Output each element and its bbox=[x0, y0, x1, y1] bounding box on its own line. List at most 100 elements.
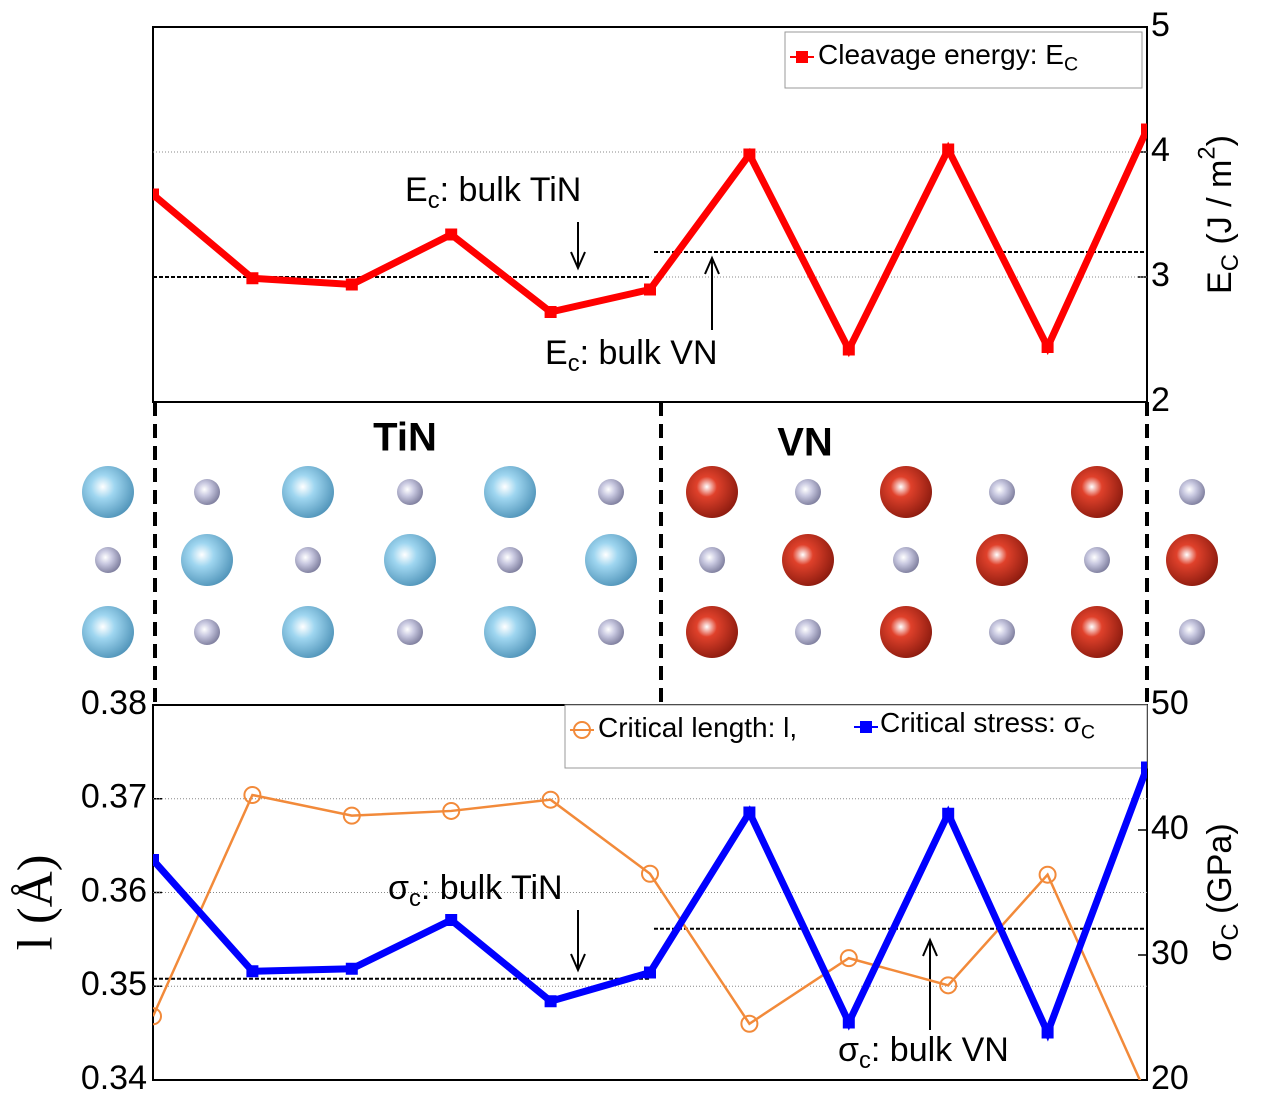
marker bbox=[1141, 761, 1147, 774]
text-part: C bbox=[1064, 54, 1078, 76]
text-part: C bbox=[1217, 923, 1244, 940]
text-part: : bulk TiN bbox=[440, 171, 582, 209]
metal-atom bbox=[880, 466, 932, 518]
metal-atom bbox=[1071, 466, 1123, 518]
plot-frame bbox=[152, 26, 1148, 403]
arrow-head bbox=[922, 937, 938, 957]
marker bbox=[243, 786, 262, 804]
nitrogen-atom bbox=[1179, 619, 1205, 645]
y-tick-label: 0.38 bbox=[81, 684, 147, 722]
nitrogen-atom bbox=[397, 479, 423, 505]
metal-atom bbox=[1071, 606, 1123, 658]
text-part: Critical length: l, bbox=[598, 712, 797, 743]
y2-tick-label: 5 bbox=[1151, 6, 1170, 44]
marker bbox=[345, 962, 358, 975]
legend-marker bbox=[573, 721, 591, 739]
text-part: c bbox=[409, 885, 421, 912]
text-part: Cleavage energy: E bbox=[818, 39, 1064, 70]
y-tick-label: 0.34 bbox=[81, 1059, 147, 1097]
reference-label: Ec: bulk VN bbox=[545, 334, 718, 377]
legend-label: Critical length: l, bbox=[598, 712, 797, 743]
metal-atom bbox=[976, 534, 1028, 586]
metal-atom bbox=[484, 606, 536, 658]
marker bbox=[644, 283, 656, 296]
arrow-head bbox=[570, 953, 586, 973]
nitrogen-atom bbox=[795, 479, 821, 505]
nitrogen-atom bbox=[194, 479, 220, 505]
marker bbox=[445, 914, 458, 926]
marker bbox=[743, 806, 756, 819]
region-label: VN bbox=[777, 421, 833, 465]
series-line bbox=[153, 793, 1142, 1080]
text-part: σ bbox=[838, 1031, 859, 1069]
y2-axis-label: EC (J / m2) bbox=[1194, 135, 1245, 294]
metal-atom bbox=[585, 534, 637, 586]
metal-atom bbox=[282, 466, 334, 518]
legend-box bbox=[784, 31, 1143, 89]
series bbox=[153, 761, 1147, 1042]
text-part: Critical stress: σ bbox=[880, 707, 1081, 738]
metal-atom bbox=[880, 606, 932, 658]
y-tick-label: 0.37 bbox=[81, 778, 147, 816]
marker bbox=[743, 148, 756, 161]
text-part: (GPa) bbox=[1201, 823, 1239, 923]
marker bbox=[740, 1014, 759, 1033]
reference-label: σc: bulk TiN bbox=[388, 869, 563, 912]
legend-marker bbox=[860, 721, 872, 733]
text-part: c bbox=[568, 350, 580, 377]
series-line bbox=[153, 766, 1147, 1042]
series-line bbox=[153, 128, 1147, 358]
nitrogen-atom bbox=[989, 479, 1015, 505]
marker bbox=[153, 1007, 162, 1026]
marker bbox=[345, 278, 358, 291]
marker bbox=[442, 801, 461, 820]
text-part: E bbox=[545, 334, 568, 372]
text-part: σ bbox=[1201, 941, 1239, 962]
marker bbox=[942, 807, 955, 820]
series bbox=[153, 786, 1142, 1080]
y-tick-label: 0.36 bbox=[81, 871, 147, 909]
metal-atom bbox=[82, 606, 134, 658]
metal-atom bbox=[782, 534, 834, 586]
y2-axis-label: σC (GPa) bbox=[1201, 823, 1244, 961]
marker bbox=[541, 790, 560, 809]
marker bbox=[1141, 123, 1147, 136]
text-part: 2 bbox=[1194, 146, 1221, 159]
metal-atom bbox=[181, 534, 233, 586]
text-part: (J / m bbox=[1201, 160, 1239, 254]
text-part: : bulk VN bbox=[580, 334, 718, 372]
text-part: ) bbox=[1201, 135, 1239, 146]
marker bbox=[641, 864, 659, 883]
y2-tick-label: 20 bbox=[1151, 1059, 1189, 1097]
atom-diagram bbox=[82, 466, 1218, 658]
marker bbox=[842, 1016, 855, 1029]
y2-tick-label: 30 bbox=[1151, 934, 1189, 972]
y-axis-label: l (Å) bbox=[6, 855, 62, 951]
text-part: σ bbox=[388, 869, 409, 907]
nitrogen-atom bbox=[893, 547, 919, 573]
nitrogen-atom bbox=[795, 619, 821, 645]
marker bbox=[1041, 341, 1054, 353]
nitrogen-atom bbox=[1179, 479, 1205, 505]
marker bbox=[942, 143, 955, 156]
metal-atom bbox=[384, 534, 436, 586]
series bbox=[153, 123, 1147, 358]
marker bbox=[544, 306, 557, 318]
arrow-head bbox=[704, 255, 720, 275]
marker bbox=[1041, 1026, 1054, 1039]
metal-atom bbox=[484, 466, 536, 518]
nitrogen-atom bbox=[1084, 547, 1110, 573]
marker bbox=[445, 228, 458, 241]
text-part: E bbox=[1201, 271, 1239, 294]
legend-marker bbox=[796, 51, 808, 63]
region-label: TiN bbox=[373, 416, 437, 460]
nitrogen-atom bbox=[295, 547, 321, 573]
y2-tick-label: 50 bbox=[1151, 684, 1189, 722]
metal-atom bbox=[282, 606, 334, 658]
marker bbox=[839, 949, 858, 968]
nitrogen-atom bbox=[989, 619, 1015, 645]
text-part: : bulk VN bbox=[871, 1031, 1009, 1069]
arrow-head bbox=[570, 251, 586, 271]
marker bbox=[842, 343, 855, 356]
